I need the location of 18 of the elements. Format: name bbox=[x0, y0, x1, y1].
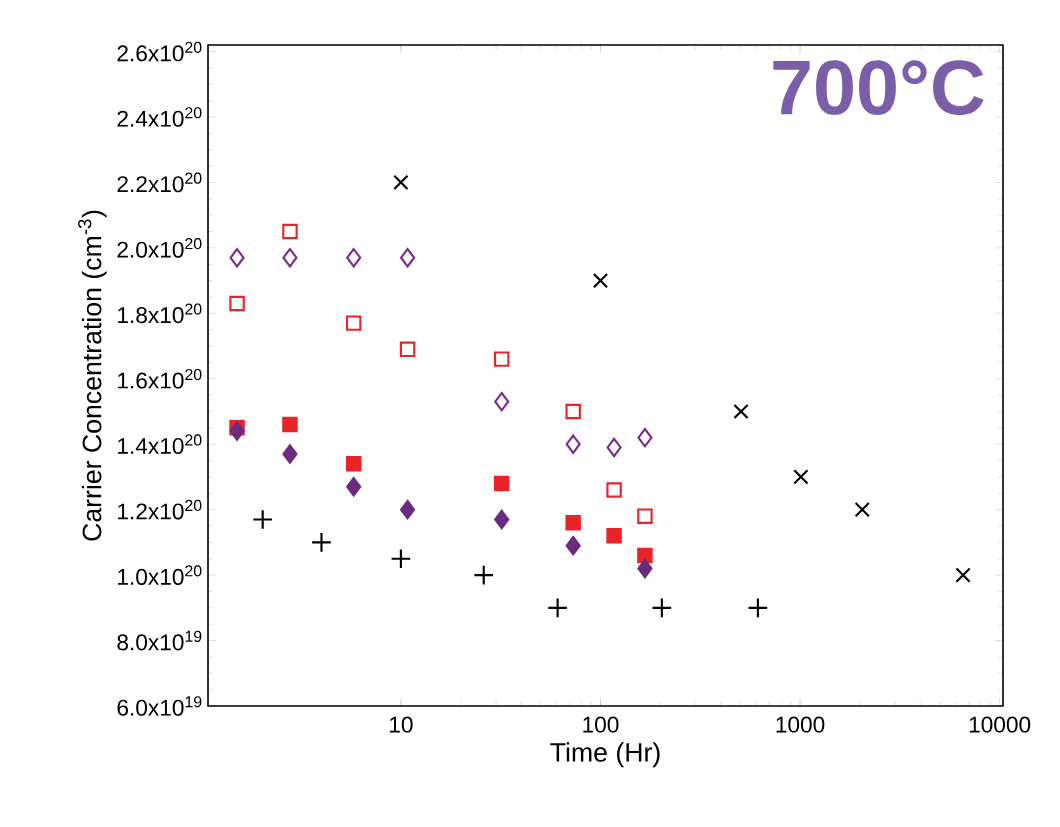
y-tick-label: 8.0x10$^{19}$ bbox=[117, 630, 202, 651]
annotation: 700°C bbox=[773, 60, 984, 115]
y-tick-label: 2.0x10$^{20}$ bbox=[117, 238, 202, 258]
y-tick-label: 1.6x10$^{20}$ bbox=[118, 368, 202, 389]
y-tick-label: 1.0x10$^{20}$ bbox=[118, 565, 202, 585]
y-tick-label: 2.4x10$^{20}$ bbox=[117, 107, 202, 127]
x-tick-label: 10 bbox=[390, 716, 413, 733]
x-tick-label: 100 bbox=[583, 716, 619, 733]
x-tick-label: 10000 bbox=[969, 716, 1031, 733]
y-tick-label: 6.0x10$^{19}$ bbox=[117, 696, 202, 716]
x-axis-title: Time (Hr) bbox=[550, 742, 660, 768]
y-tick-label: 2.2x10$^{20}$ bbox=[117, 172, 202, 193]
y-tick-label: 1.4x10$^{20}$ bbox=[118, 434, 202, 455]
y-tick-label: 1.2x10$^{20}$ bbox=[118, 499, 202, 520]
y-tick-label: 2.6x10$^{20}$ bbox=[117, 41, 202, 62]
y-tick-label: 1.8x10$^{20}$ bbox=[118, 303, 202, 324]
x-tick-label: 1000 bbox=[776, 716, 825, 733]
y-axis-title: Carrier Concentration (cm$^{-3}$) bbox=[78, 210, 107, 541]
